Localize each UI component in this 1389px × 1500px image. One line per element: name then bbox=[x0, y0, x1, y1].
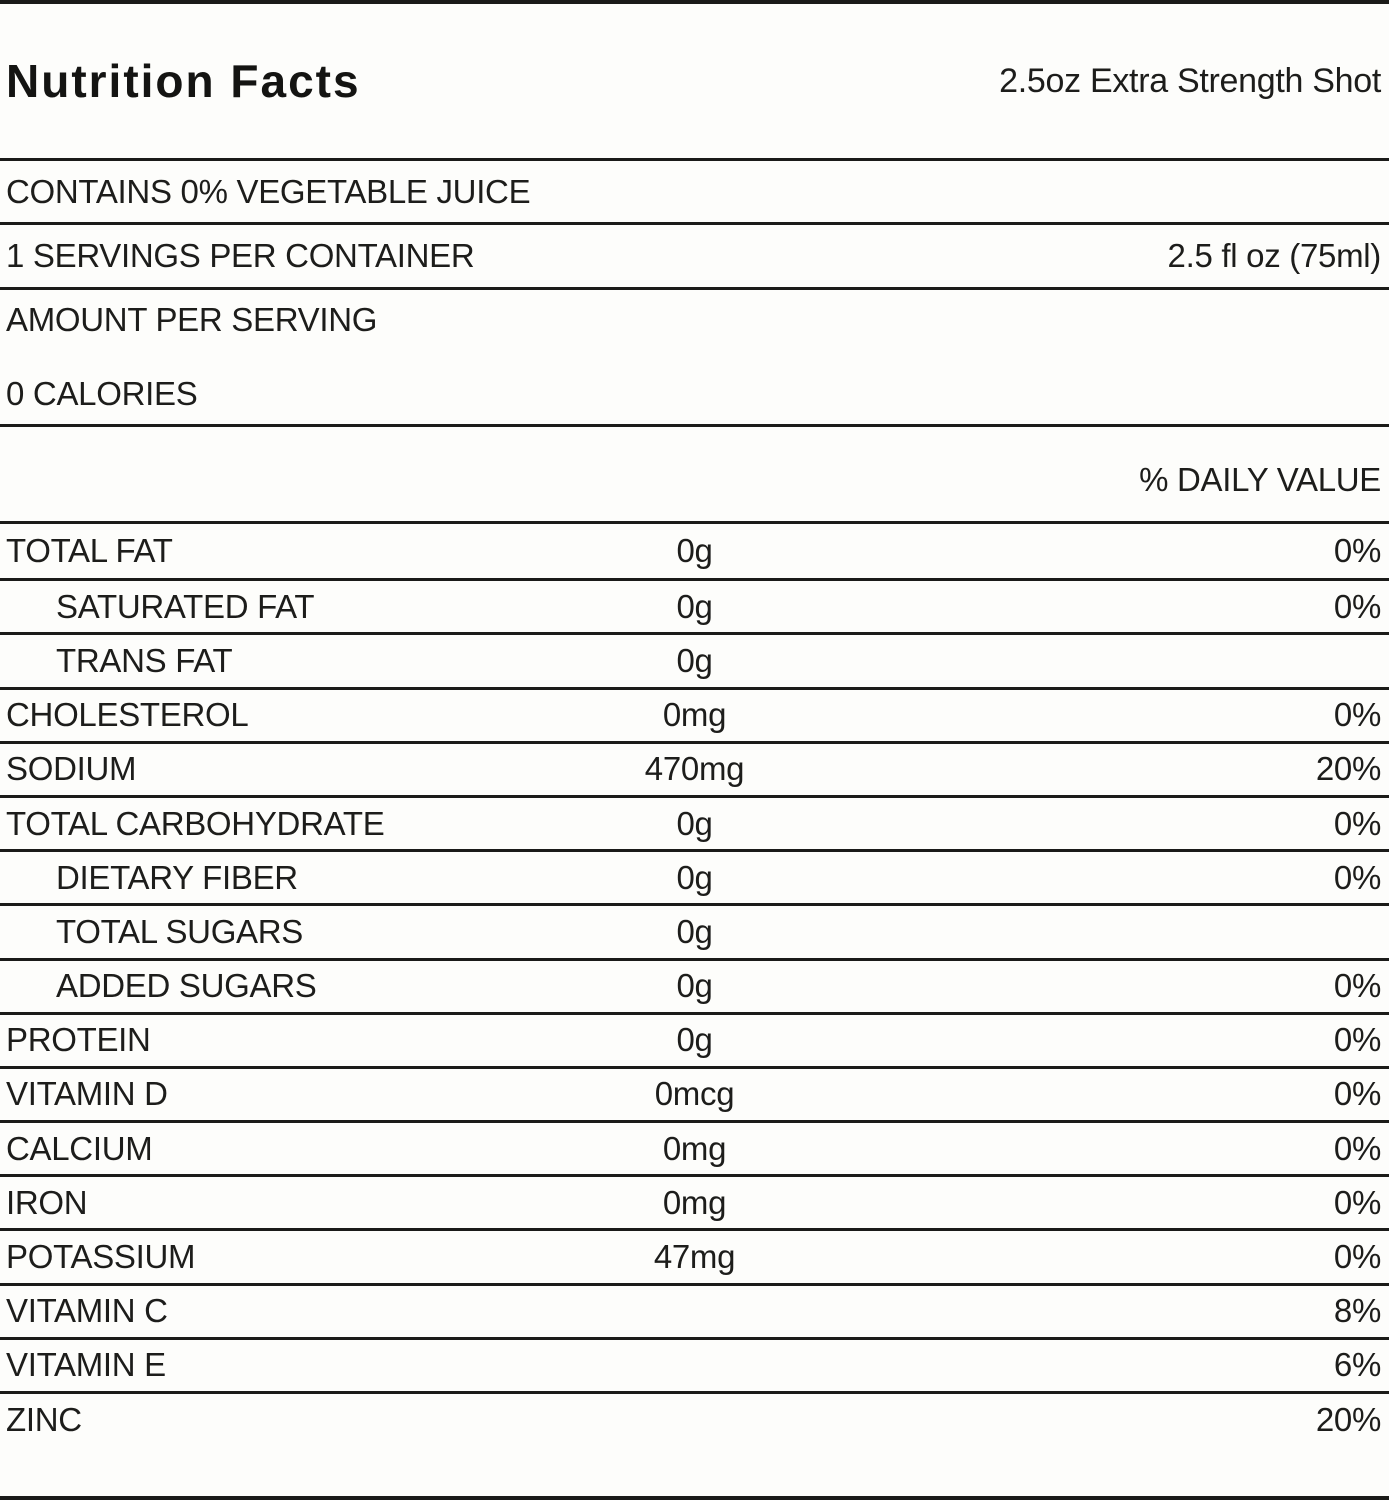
nutrient-amount: 0g bbox=[676, 858, 713, 896]
divider-line bbox=[0, 158, 1389, 161]
nutrient-daily-value: 0% bbox=[1333, 804, 1381, 842]
nutrient-label: SATURATED FAT bbox=[56, 587, 315, 625]
nutrient-row: ADDED SUGARS 0g 0% bbox=[0, 957, 1389, 1012]
divider-line bbox=[0, 424, 1389, 427]
nutrient-amount: 0g bbox=[676, 587, 713, 625]
nutrient-row: CHOLESTEROL 0mg 0% bbox=[0, 686, 1389, 741]
nutrient-row: PROTEIN 0g 0% bbox=[0, 1011, 1389, 1066]
nutrient-label: TRANS FAT bbox=[56, 641, 233, 679]
nutrient-amount: 0mg bbox=[662, 1129, 727, 1167]
nutrient-row: CALCIUM 0mg 0% bbox=[0, 1120, 1389, 1174]
nutrient-rows: TOTAL FAT 0g 0% SATURATED FAT 0g 0% TRAN… bbox=[0, 521, 1389, 1445]
nutrient-amount: 470mg bbox=[644, 750, 745, 788]
nutrient-row: ZINC 20% bbox=[0, 1391, 1389, 1445]
contains-statement: CONTAINS 0% VEGETABLE JUICE bbox=[6, 172, 531, 210]
nutrient-label: TOTAL SUGARS bbox=[56, 912, 304, 950]
nutrient-label: POTASSIUM bbox=[6, 1238, 196, 1276]
nutrient-amount: 0g bbox=[676, 641, 713, 679]
amount-per-serving-block: AMOUNT PER SERVING 0 CALORIES bbox=[0, 290, 1389, 424]
nutrient-label: VITAMIN D bbox=[6, 1075, 168, 1113]
nutrient-amount: 0g bbox=[676, 804, 713, 842]
nutrient-daily-value: 6% bbox=[1333, 1346, 1381, 1384]
nutrient-amount: 0g bbox=[676, 967, 713, 1005]
divider-line bbox=[0, 222, 1389, 225]
nutrient-amount: 0g bbox=[676, 1021, 713, 1059]
nutrient-row: VITAMIN E 6% bbox=[0, 1336, 1389, 1391]
divider-line bbox=[0, 287, 1389, 290]
nutrient-row: TOTAL FAT 0g 0% bbox=[0, 524, 1389, 578]
nutrient-daily-value: 20% bbox=[1315, 1400, 1381, 1438]
contains-statement-row: CONTAINS 0% VEGETABLE JUICE bbox=[0, 161, 1389, 222]
nutrient-row: POTASSIUM 47mg 0% bbox=[0, 1228, 1389, 1282]
nutrient-daily-value: 0% bbox=[1333, 1238, 1381, 1276]
nutrient-row: TOTAL SUGARS 0g bbox=[0, 903, 1389, 957]
nutrient-row: TRANS FAT 0g bbox=[0, 632, 1389, 686]
daily-value-header: % DAILY VALUE bbox=[1139, 461, 1381, 498]
nutrition-facts-title: Nutrition Facts bbox=[6, 55, 361, 107]
servings-per-container: 1 SERVINGS PER CONTAINER bbox=[6, 237, 475, 274]
nutrient-daily-value: 0% bbox=[1333, 1075, 1381, 1113]
nutrient-amount: 0mg bbox=[662, 696, 727, 734]
nutrient-daily-value: 0% bbox=[1333, 967, 1381, 1005]
product-name: 2.5oz Extra Strength Shot bbox=[999, 61, 1381, 100]
nutrient-label: CALCIUM bbox=[6, 1129, 153, 1167]
nutrient-daily-value: 0% bbox=[1333, 858, 1381, 896]
nutrient-row: SODIUM 470mg 20% bbox=[0, 740, 1389, 795]
nutrient-label: ADDED SUGARS bbox=[56, 967, 317, 1005]
nutrient-label: DIETARY FIBER bbox=[56, 858, 298, 896]
nutrient-label: CHOLESTEROL bbox=[6, 696, 249, 734]
nutrient-daily-value: 0% bbox=[1333, 532, 1381, 570]
nutrient-label: VITAMIN C bbox=[6, 1292, 168, 1330]
nutrient-daily-value: 0% bbox=[1333, 1183, 1381, 1221]
nutrient-label: SODIUM bbox=[6, 750, 137, 788]
nutrient-daily-value: 0% bbox=[1333, 1021, 1381, 1059]
label-header: Nutrition Facts 2.5oz Extra Strength Sho… bbox=[0, 4, 1389, 158]
nutrient-row: IRON 0mg 0% bbox=[0, 1174, 1389, 1228]
nutrient-row: SATURATED FAT 0g 0% bbox=[0, 578, 1389, 632]
calories-value: 0 CALORIES bbox=[6, 375, 198, 412]
nutrient-amount: 0mcg bbox=[654, 1075, 735, 1113]
nutrient-daily-value: 8% bbox=[1333, 1292, 1381, 1330]
nutrient-row: VITAMIN C 8% bbox=[0, 1282, 1389, 1337]
nutrient-daily-value: 0% bbox=[1333, 587, 1381, 625]
nutrient-row: VITAMIN D 0mcg 0% bbox=[0, 1065, 1389, 1120]
servings-row: 1 SERVINGS PER CONTAINER 2.5 fl oz (75ml… bbox=[0, 225, 1389, 287]
nutrient-row: DIETARY FIBER 0g 0% bbox=[0, 849, 1389, 903]
nutrient-daily-value: 0% bbox=[1333, 696, 1381, 734]
daily-value-header-block: % DAILY VALUE bbox=[0, 427, 1389, 521]
nutrient-label: ZINC bbox=[6, 1400, 82, 1438]
nutrient-daily-value: 20% bbox=[1315, 750, 1381, 788]
serving-size: 2.5 fl oz (75ml) bbox=[1167, 237, 1382, 274]
amount-per-serving-label: AMOUNT PER SERVING bbox=[6, 301, 378, 338]
nutrient-amount: 0g bbox=[676, 532, 713, 570]
nutrient-amount: 0mg bbox=[662, 1183, 727, 1221]
nutrient-label: VITAMIN E bbox=[6, 1346, 166, 1384]
top-border-line bbox=[0, 0, 1389, 4]
nutrient-row: TOTAL CARBOHYDRATE 0g 0% bbox=[0, 794, 1389, 849]
nutrient-label: IRON bbox=[6, 1183, 88, 1221]
nutrient-label: PROTEIN bbox=[6, 1021, 151, 1059]
nutrient-label: TOTAL CARBOHYDRATE bbox=[6, 804, 385, 842]
nutrient-label: TOTAL FAT bbox=[6, 532, 173, 570]
bottom-border-line bbox=[0, 1496, 1389, 1500]
nutrient-amount: 0g bbox=[676, 912, 713, 950]
nutrient-amount: 47mg bbox=[653, 1238, 736, 1276]
nutrient-daily-value: 0% bbox=[1333, 1129, 1381, 1167]
